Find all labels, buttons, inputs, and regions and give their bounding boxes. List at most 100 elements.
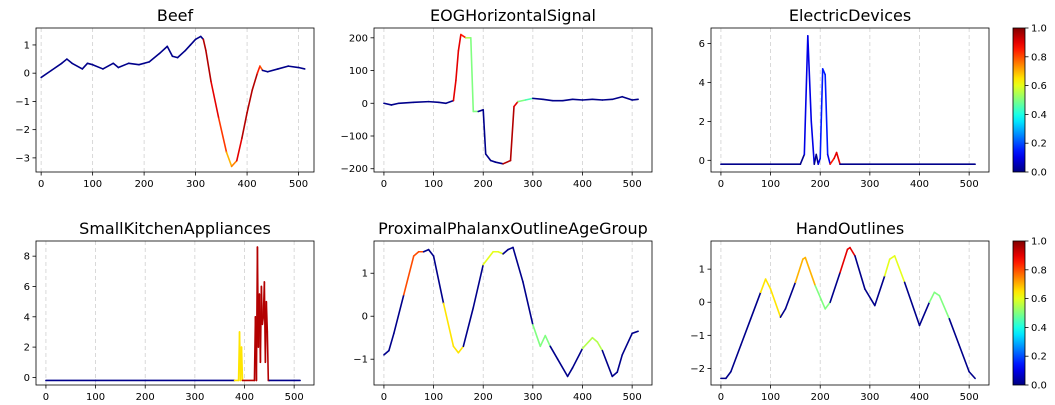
series-segment [241, 111, 248, 139]
panel-title: SmallKitchenAppliances [79, 219, 271, 238]
series-segment [427, 100, 440, 104]
x-tick-label: 400 [910, 179, 929, 190]
series-segment [259, 65, 264, 72]
x-tick-label: 300 [186, 179, 205, 190]
series-segment [532, 97, 544, 101]
series-segment [266, 331, 270, 382]
series-segment [591, 336, 599, 343]
y-tick-label: −1 [690, 331, 705, 342]
series-segment [819, 68, 824, 160]
series-segment [251, 72, 259, 91]
series-segment [66, 58, 73, 65]
series-segment [261, 69, 269, 73]
y-tick-label: 6 [699, 39, 705, 50]
series-segment [462, 306, 475, 348]
colorbar-1: 0.0 0.2 0.4 0.6 0.8 1.0 [1012, 237, 1047, 392]
x-tick-label: 400 [235, 392, 254, 403]
panel-1: EOGHorizontalSignal 0 100 200 300 400 500 −200 −… [341, 6, 653, 190]
series-segment [502, 159, 512, 165]
series-segment [482, 250, 494, 266]
series-segment [854, 255, 866, 290]
series-segment [539, 334, 547, 348]
series-segment [261, 315, 265, 326]
series-segment [794, 258, 804, 284]
series-segment [297, 66, 306, 70]
series-segment [888, 255, 896, 261]
colorbar-tick-label: 1.0 [1031, 237, 1047, 248]
x-tick-label: 200 [136, 392, 155, 403]
series-segment [611, 95, 624, 101]
series-segment [631, 330, 639, 335]
series-segment [621, 95, 633, 101]
series-segment [849, 246, 856, 257]
series-segment [749, 291, 762, 320]
series-segment [81, 62, 89, 70]
series-segment [442, 302, 455, 348]
x-tick-label: 400 [573, 179, 592, 190]
series-segment [138, 61, 151, 66]
series-segment [958, 344, 970, 373]
colorbar-gradient [1012, 240, 1026, 386]
series-segment [824, 301, 831, 310]
series-segment [596, 341, 604, 352]
x-tick-label: 500 [623, 392, 642, 403]
series-segment [102, 62, 115, 70]
y-tick-label: 1 [362, 269, 368, 280]
colorbar-tick-label: 0.0 [1031, 168, 1047, 179]
series-segment [571, 347, 584, 369]
axes-frame [373, 240, 653, 386]
panel-3: SmallKitchenAppliances 0 100 200 300 400 500 0 2… [24, 219, 315, 403]
x-tick-label: 100 [761, 179, 780, 190]
series-segment [522, 281, 534, 326]
series-segment [445, 99, 455, 105]
x-tick-label: 300 [523, 392, 542, 403]
series-segment [383, 102, 393, 106]
series-segment [452, 345, 460, 354]
y-tick-label: 4 [24, 312, 30, 323]
colorbar-tick-label: 0.6 [1031, 294, 1047, 305]
series-segment [494, 161, 504, 165]
y-tick-label: 2 [699, 117, 705, 128]
series-segment [556, 358, 569, 378]
series-segment [412, 250, 420, 257]
y-tick-label: −2 [690, 364, 705, 375]
series-segment [256, 65, 261, 74]
y-tick-label: 1 [699, 265, 705, 276]
series-segment [829, 271, 841, 304]
series-segment [903, 281, 921, 327]
series-segment [166, 45, 174, 58]
series-segment [240, 346, 244, 382]
series-segment [472, 263, 485, 309]
series-segment [40, 69, 53, 79]
x-tick-label: 300 [185, 392, 204, 403]
series-segment [86, 62, 94, 66]
x-tick-label: 200 [811, 179, 830, 190]
series-segment [489, 159, 497, 163]
y-tick-label: 6 [24, 282, 30, 293]
x-tick-label: 300 [860, 179, 879, 190]
series-segment [246, 89, 254, 114]
series-segment [260, 285, 264, 326]
series-segment [50, 62, 63, 72]
series-segment [470, 37, 475, 113]
x-tick-label: 300 [860, 392, 879, 403]
series-segment [807, 34, 813, 123]
series-segment [561, 98, 574, 102]
x-tick-label: 0 [381, 179, 387, 190]
series-segment [759, 278, 767, 294]
colorbar-tick-label: 0.2 [1031, 352, 1047, 363]
series-segment [815, 153, 820, 166]
axes-frame [35, 27, 315, 173]
series-segment [457, 33, 462, 52]
x-tick-label: 100 [424, 392, 443, 403]
series-segment [544, 334, 552, 348]
axes-frame [35, 240, 315, 386]
series-segment [265, 300, 269, 333]
series-segment [532, 324, 542, 348]
series-segment [928, 291, 936, 304]
series-segment [938, 294, 951, 320]
x-tick-label: 0 [38, 179, 44, 190]
colorbar-0: 0.0 0.2 0.4 0.6 0.8 1.0 [1012, 24, 1047, 179]
series-segment [266, 68, 279, 73]
